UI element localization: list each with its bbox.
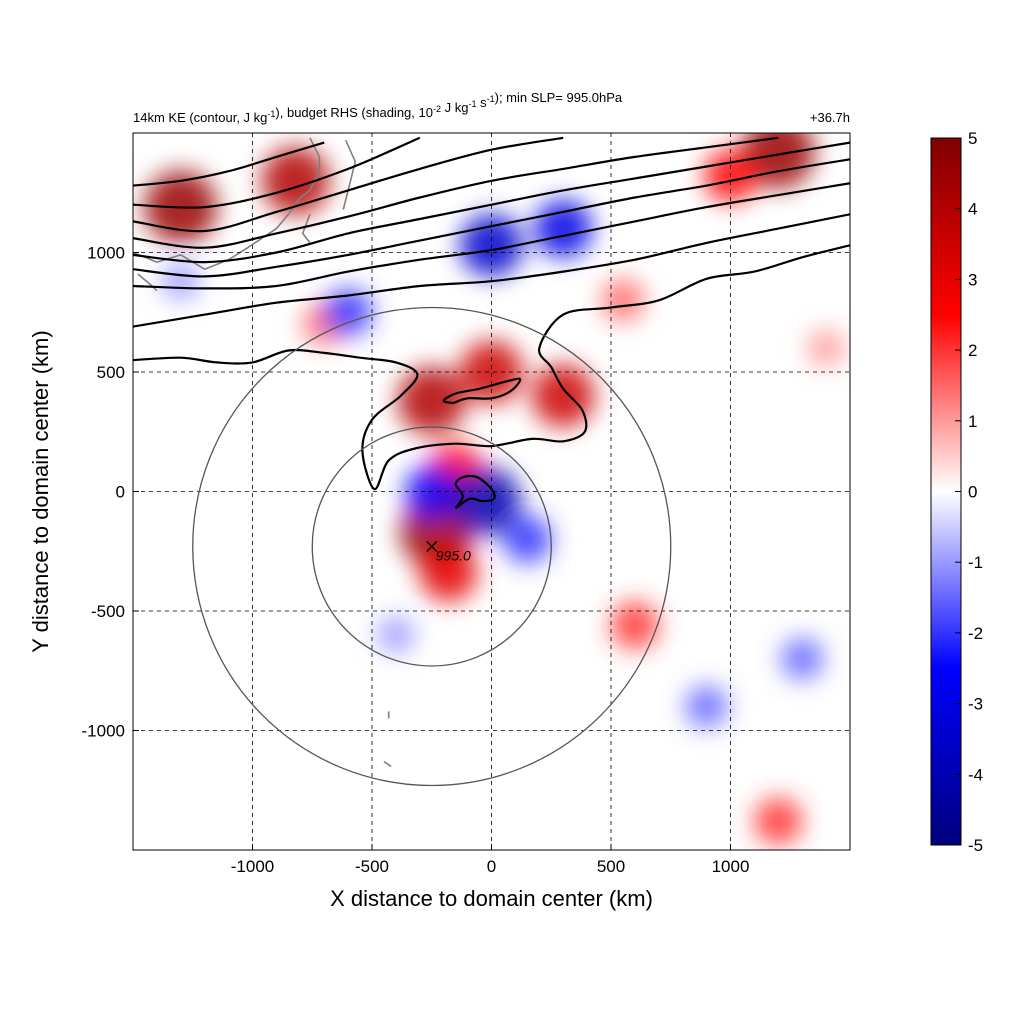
shading-blob-5 (460, 340, 523, 404)
x-tick-label-2: 0 (487, 857, 496, 876)
shading-blob-14 (754, 797, 803, 846)
ke-contour-5 (133, 158, 850, 278)
range-ring-1000km (192, 306, 672, 787)
coastline-3 (301, 214, 311, 244)
x-tick-label-4: 1000 (712, 857, 750, 876)
range-rings (192, 306, 672, 787)
colorbar-tick-label-9: -4 (968, 765, 983, 784)
ke-contour-9 (442, 377, 522, 405)
x-axis-label: X distance to domain center (km) (330, 886, 653, 911)
colorbar-tick-label-0: 5 (968, 129, 977, 148)
ke-contour-3 (133, 136, 779, 249)
colorbar-ticks: 5 4 3 2 1 0 -1 -2 -3 -4 -5 (955, 129, 983, 855)
x-tick-label-1: -500 (355, 857, 389, 876)
colorbar-tick-label-1: 4 (968, 200, 977, 219)
shading-blob-23 (780, 637, 824, 681)
y-tick-label-4: 1000 (87, 244, 125, 263)
ke-contour-7 (133, 213, 850, 328)
coastline-layer (133, 137, 392, 768)
shading-blob-9 (419, 543, 478, 602)
shading-blob-24 (161, 262, 200, 301)
x-tick-label-0: -1000 (231, 857, 274, 876)
coastline-0 (133, 137, 321, 271)
y-tick-label-1: -500 (91, 602, 125, 621)
y-tick-label-3: 500 (97, 363, 125, 382)
min-slp-label: 995.0 (436, 547, 471, 563)
shading-layer (144, 133, 846, 846)
ke-contour-1 (133, 136, 421, 209)
chart-title: 14km KE (contour, J kg-1), budget RHS (s… (133, 90, 623, 125)
x-tick-label-3: 500 (597, 857, 625, 876)
colorbar-tick-label-4: 1 (968, 412, 977, 431)
coastline-4 (383, 760, 392, 768)
colorbar-tick-label-2: 3 (968, 270, 977, 289)
y-tick-label-2: 0 (116, 483, 125, 502)
ke-contour-8 (133, 244, 850, 491)
colorbar-tick-label-7: -2 (968, 624, 983, 643)
coastline-2 (342, 139, 357, 210)
storm-center-marker: 995.0 (426, 540, 471, 563)
colorbar-tick-label-5: 0 (968, 483, 977, 502)
y-axis-label: Y distance to domain center (km) (28, 330, 53, 652)
shading-blob-1 (261, 146, 330, 215)
shading-blob-21 (376, 615, 415, 654)
shading-blob-13 (807, 329, 846, 368)
shading-blob-20 (503, 515, 552, 564)
shading-blob-22 (685, 685, 729, 729)
colorbar: 5 4 3 2 1 0 -1 -2 -3 -4 -5 (930, 129, 983, 855)
x-axis: -1000 -500 0 500 1000 (231, 844, 750, 876)
center-x-mark (426, 540, 438, 552)
ke-contour-layer (133, 136, 850, 510)
ke-contour-6 (133, 182, 850, 290)
colorbar-tick-label-3: 2 (968, 341, 977, 360)
ke-contour-4 (133, 141, 850, 264)
shading-blob-11 (601, 278, 645, 322)
colorbar-tick-label-6: -1 (968, 553, 983, 572)
time-label: +36.7h (810, 110, 850, 125)
shading-blob-17 (324, 288, 373, 337)
ke-contour-10 (454, 474, 496, 510)
range-ring-500km (311, 426, 552, 667)
y-tick-label-0: -1000 (82, 722, 125, 741)
y-axis: -1000 -500 0 500 1000 (82, 244, 139, 741)
ke-contour-0 (133, 141, 325, 187)
colorbar-tick-label-10: -5 (968, 836, 983, 855)
shading-blob-4 (397, 366, 466, 435)
shading-blob-6 (531, 364, 595, 428)
shading-blob-10 (610, 601, 659, 650)
ke-contour-2 (133, 136, 564, 233)
plot-area: 995.0 (132, 132, 851, 851)
colorbar-tick-label-8: -3 (968, 695, 983, 714)
